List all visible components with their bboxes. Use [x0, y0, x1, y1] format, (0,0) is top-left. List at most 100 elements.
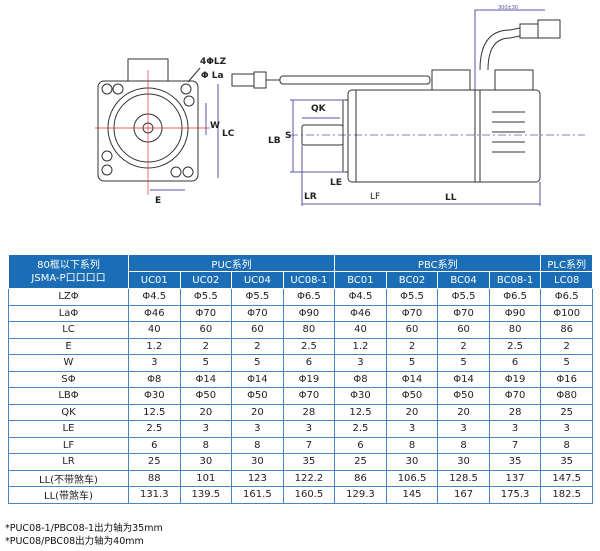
label-w: W — [210, 121, 220, 131]
table-cell: Φ46 — [128, 304, 181, 322]
model-header: UC08-1 — [282, 271, 336, 289]
table-cell: 1.2 — [128, 337, 181, 355]
label-lb: LB — [268, 136, 281, 146]
model-header: BC04 — [437, 271, 490, 289]
table-cell: Φ30 — [334, 387, 387, 405]
table-corner-header: 80框以下系列 JSMA-P口口口口 — [8, 255, 129, 289]
table-cell: 30 — [179, 453, 233, 471]
table-cell: 40 — [334, 321, 387, 339]
table-cell: 1.2 — [334, 337, 387, 355]
header-row-groups: 80框以下系列 JSMA-P口口口口 PUC系列 PBC系列 PLC系列 — [8, 255, 593, 289]
table-cell: 182.5 — [540, 486, 593, 504]
model-header: UC01 — [128, 271, 181, 289]
table-row: E 1.2 2 2 2.5 1.2 2 2 2.5 2 — [8, 337, 593, 355]
label-lz: 4ΦLZ — [200, 57, 227, 67]
table-row: LL(带煞车) 131.3 139.5 161.5 160.5 129.3 145 167 17… — [8, 486, 593, 504]
table-cell: 12.5 — [334, 403, 387, 421]
notes: *PUC08-1/PBC08-1出力轴为35mm *PUC08/PBC08出力轴… — [5, 522, 163, 548]
table-row: QK 12.5 20 20 28 12.5 20 20 28 25 — [8, 403, 593, 421]
table-cell: Φ70 — [385, 304, 439, 322]
table-cell: Φ90 — [488, 304, 542, 322]
label-cable-length: 300±30 — [498, 5, 518, 11]
table-cell: 30 — [231, 453, 284, 471]
table-cell: 60 — [231, 321, 284, 339]
table-cell: 80 — [282, 321, 336, 339]
table-cell: Φ14 — [231, 370, 284, 388]
table-cell: Φ16 — [540, 370, 593, 388]
row-label: LR — [8, 453, 129, 471]
table-cell: Φ70 — [488, 387, 542, 405]
label-lr: LR — [304, 192, 317, 202]
label-la: Φ La — [201, 71, 224, 81]
table-cell: Φ14 — [385, 370, 439, 388]
table-cell: Φ70 — [282, 387, 336, 405]
table-cell: 5 — [179, 354, 233, 372]
table-cell: Φ6.5 — [540, 288, 593, 306]
table-cell: 35 — [488, 453, 542, 471]
model-header: BC02 — [385, 271, 439, 289]
group-plc: PLC系列 — [540, 255, 593, 272]
row-label: LBΦ — [8, 387, 129, 405]
label-e: E — [155, 196, 161, 206]
table-cell: 6 — [282, 354, 336, 372]
table-cell: 3 — [282, 420, 336, 438]
table-cell: Φ50 — [437, 387, 490, 405]
table-cell: 2.5 — [282, 337, 336, 355]
table-cell: Φ4.5 — [128, 288, 181, 306]
table-cell: 161.5 — [231, 486, 284, 504]
table-cell: 12.5 — [128, 403, 181, 421]
row-label: SΦ — [8, 370, 129, 388]
table-cell: 6 — [128, 436, 181, 454]
table-cell: 3 — [179, 420, 233, 438]
row-label: W — [8, 354, 129, 372]
table-cell: 160.5 — [282, 486, 336, 504]
table-cell: 35 — [540, 453, 593, 471]
table-cell: Φ100 — [540, 304, 593, 322]
table-row: LZΦ Φ4.5 Φ5.5 Φ5.5 Φ6.5 Φ4.5 Φ5.5 Φ5.5 Φ6.5 Φ6.5 — [8, 288, 593, 306]
table-cell: 6 — [488, 354, 542, 372]
table-cell: Φ14 — [437, 370, 490, 388]
table-cell: 28 — [488, 403, 542, 421]
table-cell: Φ8 — [334, 370, 387, 388]
row-label: LE — [8, 420, 129, 438]
table-cell: 175.3 — [488, 486, 542, 504]
table-cell: 2.5 — [488, 337, 542, 355]
table-cell: 28 — [282, 403, 336, 421]
row-label: LC — [8, 321, 129, 339]
table-cell: 106.5 — [385, 469, 439, 487]
motor-dimension-drawing: 4ΦLZ Φ La W LC E QK S LB LE LR LF LL 300… — [95, 5, 585, 206]
table-cell: 3 — [334, 354, 387, 372]
table-cell: 20 — [231, 403, 284, 421]
table-row: LL(不带煞车) 88 101 123 122.2 86 106.5 128.5 137 147.… — [8, 469, 593, 487]
label-le: LE — [330, 178, 342, 188]
table-cell: 25 — [128, 453, 181, 471]
table-cell: Φ50 — [385, 387, 439, 405]
model-header: UC02 — [179, 271, 233, 289]
label-qk: QK — [311, 104, 327, 114]
side-view — [231, 9, 561, 206]
series-frame-label: 80框以下系列 — [37, 259, 100, 271]
table-cell: 5 — [437, 354, 490, 372]
table-cell: 88 — [128, 469, 181, 487]
model-header: BC01 — [334, 271, 387, 289]
table-cell: Φ5.5 — [385, 288, 439, 306]
model-header: UC04 — [231, 271, 284, 289]
table-cell: 3 — [128, 354, 181, 372]
label-ll: LL — [445, 193, 457, 203]
table-cell: 86 — [540, 321, 593, 339]
table-cell: 20 — [437, 403, 490, 421]
table-cell: 60 — [437, 321, 490, 339]
table-cell: 7 — [282, 436, 336, 454]
table-cell: 167 — [437, 486, 490, 504]
table-cell: 137 — [488, 469, 542, 487]
table-cell: 2 — [179, 337, 233, 355]
table-cell: Φ19 — [282, 370, 336, 388]
table-row: SΦ Φ8 Φ14 Φ14 Φ19 Φ8 Φ14 Φ14 Φ19 Φ16 — [8, 370, 593, 388]
table-row: LE 2.5 3 3 3 2.5 3 3 3 3 — [8, 420, 593, 438]
table-cell: 7 — [488, 436, 542, 454]
table-cell: 145 — [385, 486, 439, 504]
table-cell: 30 — [437, 453, 490, 471]
table-cell: Φ50 — [231, 387, 284, 405]
table-cell: Φ6.5 — [282, 288, 336, 306]
